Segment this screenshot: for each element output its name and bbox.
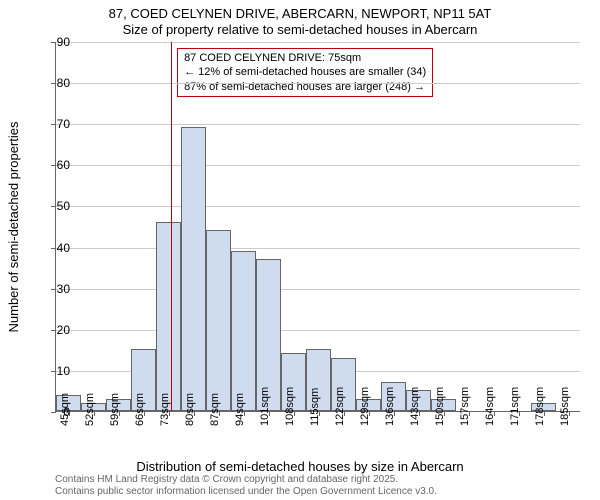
y-tick-label: 90 xyxy=(40,35,70,49)
y-tick-label: 50 xyxy=(40,199,70,213)
y-tick-label: 30 xyxy=(40,282,70,296)
annotation-line1: 87 COED CELYNEN DRIVE: 75sqm xyxy=(184,51,426,65)
chart-title-line1: 87, COED CELYNEN DRIVE, ABERCARN, NEWPOR… xyxy=(0,6,600,21)
annotation-line2: ← 12% of semi-detached houses are smalle… xyxy=(184,65,426,79)
histogram-bar xyxy=(231,251,256,411)
gridline xyxy=(56,206,580,207)
gridline xyxy=(56,330,580,331)
y-tick-label: 80 xyxy=(40,76,70,90)
y-tick-label: 70 xyxy=(40,117,70,131)
annotation-line3: 87% of semi-detached houses are larger (… xyxy=(184,80,426,94)
plot-area: 87 COED CELYNEN DRIVE: 75sqm ← 12% of se… xyxy=(55,42,580,412)
attribution-line2: Contains public sector information licen… xyxy=(55,486,437,498)
y-tick-label: 20 xyxy=(40,323,70,337)
gridline xyxy=(56,248,580,249)
gridline xyxy=(56,83,580,84)
annotation-box: 87 COED CELYNEN DRIVE: 75sqm ← 12% of se… xyxy=(177,48,433,97)
attribution-line1: Contains HM Land Registry data © Crown c… xyxy=(55,474,437,486)
gridline xyxy=(56,289,580,290)
attribution: Contains HM Land Registry data © Crown c… xyxy=(55,474,437,498)
y-tick-label: 40 xyxy=(40,241,70,255)
histogram-bar xyxy=(206,230,231,411)
x-axis-label: Distribution of semi-detached houses by … xyxy=(0,459,600,474)
y-tick-label: 10 xyxy=(40,364,70,378)
property-marker-line xyxy=(171,42,172,411)
histogram-bar xyxy=(181,127,206,411)
y-tick-label: 60 xyxy=(40,158,70,172)
histogram-bar xyxy=(156,222,181,411)
gridline xyxy=(56,42,580,43)
gridline xyxy=(56,124,580,125)
chart-title-line2: Size of property relative to semi-detach… xyxy=(0,22,600,37)
gridline xyxy=(56,165,580,166)
y-axis-label: Number of semi-detached properties xyxy=(6,122,21,333)
chart-container: 87, COED CELYNEN DRIVE, ABERCARN, NEWPOR… xyxy=(0,0,600,500)
